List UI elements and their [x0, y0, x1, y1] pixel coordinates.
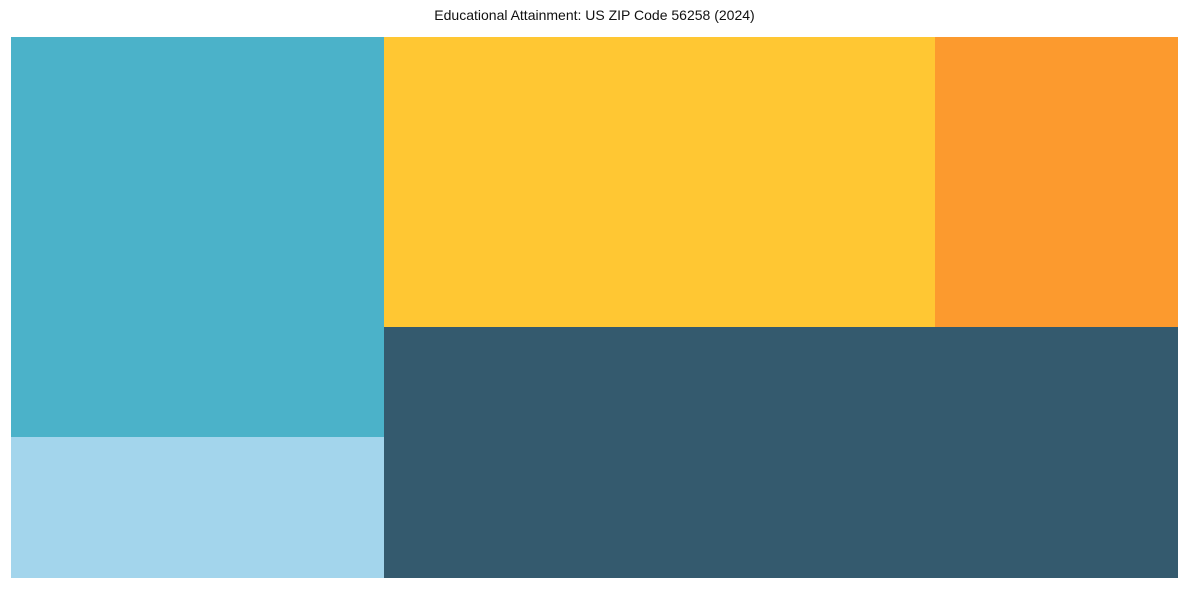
treemap-tile-3[interactable] [384, 37, 935, 327]
chart-title: Educational Attainment: US ZIP Code 5625… [434, 7, 755, 23]
treemap-plot-area [11, 37, 1178, 578]
treemap-tile-2[interactable] [11, 437, 384, 578]
treemap-tile-1[interactable] [11, 37, 384, 437]
treemap-tile-5[interactable] [384, 327, 1178, 578]
treemap-tile-4[interactable] [935, 37, 1178, 327]
